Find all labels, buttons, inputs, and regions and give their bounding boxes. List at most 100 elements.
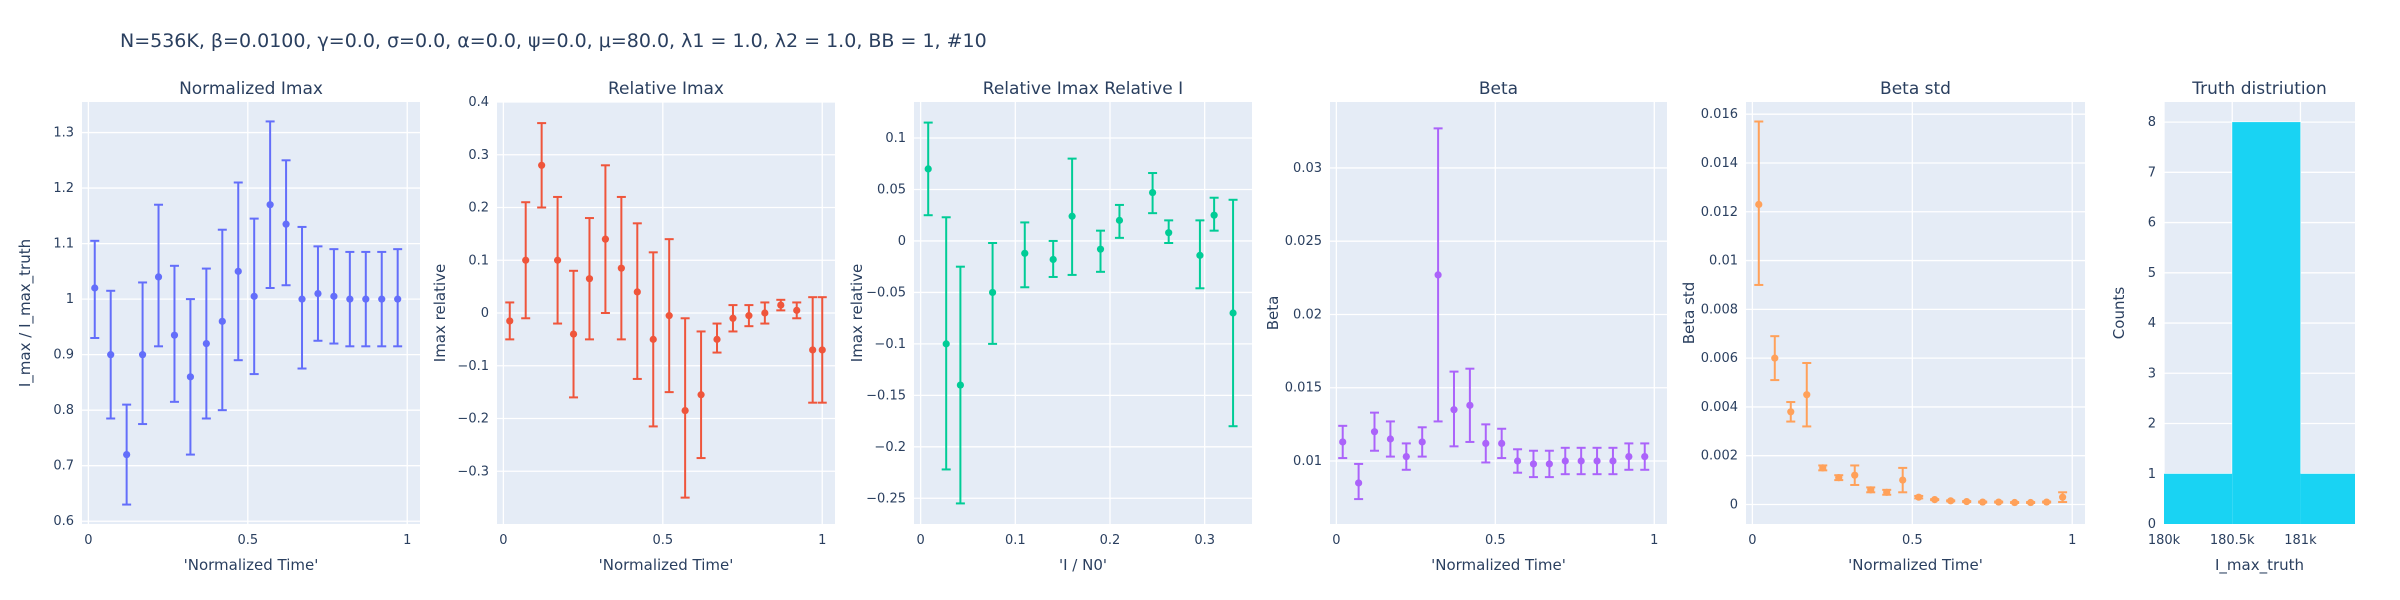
data-point [553, 256, 562, 264]
y-tick-label: −0.3 [457, 464, 489, 479]
subplot-3: −0.25 −0.2 −0.15 −0.1 −0.05 0 0.05 0.1 0 0.1 0.2 0.… [848, 79, 1252, 574]
y-axis-label: Counts [2110, 287, 2128, 340]
x-tick-label: 0 [916, 533, 924, 548]
y-tick-label: 0.014 [1701, 156, 1738, 171]
data-point [681, 406, 689, 415]
y-tick-label: 0.01 [1709, 254, 1738, 269]
y-tick-label: 0.9 [53, 348, 74, 363]
data-point [522, 256, 530, 264]
data-point [697, 391, 705, 399]
data-point [1148, 188, 1157, 197]
x-tick-label: 0 [499, 533, 507, 548]
y-tick-label: −0.25 [866, 491, 906, 506]
x-tick-label: 0.5 [652, 533, 673, 548]
subplot-title: Truth distriution [2191, 79, 2327, 99]
data-point [1210, 211, 1218, 219]
y-tick-label: 7 [2148, 165, 2156, 180]
y-tick-label: 3 [2148, 366, 2156, 381]
data-point [1787, 408, 1795, 416]
y-tick-label: 0.3 [468, 148, 489, 163]
data-point [362, 295, 370, 303]
y-tick-label: 0.006 [1701, 351, 1738, 366]
data-point [1609, 457, 1617, 465]
plot-area [914, 102, 1252, 524]
data-point [218, 317, 226, 325]
x-tick-label: 1 [2068, 533, 2076, 548]
data-point [713, 335, 721, 343]
data-point [1641, 452, 1649, 461]
data-point [818, 346, 826, 354]
x-tick-label: 1 [1650, 533, 1658, 548]
y-tick-label: 0.03 [1293, 161, 1322, 176]
subplot-1: 0.6 0.7 0.8 0.9 1 1.1 1.2 1.3 0 0.5 1 Normalized Im… [16, 79, 420, 574]
y-tick-label: 0.02 [1293, 307, 1322, 322]
x-tick-label: 0.1 [1005, 533, 1026, 548]
x-axis-label: I_max_truth [2215, 556, 2304, 575]
y-tick-label: 0.012 [1701, 205, 1738, 220]
data-point [761, 309, 769, 317]
data-point [1529, 460, 1538, 468]
y-tick-label: 1.2 [53, 181, 74, 196]
y-tick-label: 0.004 [1701, 400, 1738, 415]
data-point [1466, 401, 1474, 409]
data-point [394, 295, 402, 303]
data-point [1434, 271, 1442, 279]
y-tick-label: −0.1 [874, 337, 906, 352]
data-point [1755, 200, 1763, 209]
data-point [633, 288, 641, 296]
y-tick-label: −0.1 [457, 359, 489, 374]
y-tick-label: 0.4 [468, 95, 489, 110]
subplot-2: −0.3 −0.2 −0.1 0 0.1 0.2 0.3 0.4 0 0.5 1 Relative I… [431, 79, 835, 574]
x-tick-label: 0 [1748, 533, 1756, 548]
y-tick-label: −0.2 [874, 440, 906, 455]
y-tick-label: 1.1 [53, 237, 74, 252]
y-tick-label: 0.1 [885, 131, 906, 146]
subplot-title: Normalized Imax [179, 79, 323, 99]
data-point [1819, 464, 1827, 472]
x-tick-label: 0.5 [1485, 533, 1506, 548]
y-tick-label: 0 [898, 234, 906, 249]
y-tick-label: 0.016 [1701, 107, 1738, 122]
y-tick-label: 1 [2148, 467, 2156, 482]
y-tick-label: −0.2 [457, 412, 489, 427]
data-point [1593, 457, 1601, 465]
y-tick-label: 0.2 [468, 201, 489, 216]
x-axis-label: 'Normalized Time' [184, 556, 319, 574]
data-point [2059, 493, 2067, 501]
data-point [1370, 428, 1379, 436]
data-point [2011, 498, 2019, 507]
data-point [186, 373, 195, 381]
data-point [1402, 452, 1410, 461]
y-axis-label: Beta [1264, 296, 1282, 331]
x-tick-label: 0 [84, 533, 92, 548]
data-point [538, 161, 546, 169]
x-tick-label: 0.5 [1902, 533, 1923, 548]
data-point [346, 295, 354, 303]
histogram-bar [2300, 473, 2355, 524]
y-tick-label: 8 [2148, 115, 2156, 130]
data-point [1561, 457, 1569, 465]
data-point [154, 273, 163, 281]
data-point [988, 288, 997, 297]
y-tick-label: −0.15 [866, 388, 906, 403]
data-point [1115, 216, 1124, 224]
y-tick-label: 6 [2148, 216, 2156, 231]
data-point [506, 317, 514, 325]
data-point [1498, 439, 1506, 448]
y-tick-label: 0.025 [1285, 234, 1322, 249]
y-tick-label: 0 [2148, 517, 2156, 532]
data-point [298, 295, 306, 303]
figure-title: N=536K, β=0.0100, γ=0.0, σ=0.0, α=0.0, ψ… [120, 30, 987, 52]
histogram-bar [2232, 122, 2301, 524]
subplot-6: 0 1 2 3 4 5 6 7 8 180k 180.5k 181k Truth distriution… [2110, 79, 2355, 575]
data-point [1577, 457, 1585, 465]
y-axis-label: Beta std [1680, 282, 1698, 345]
data-point [1513, 457, 1522, 465]
data-point [378, 295, 386, 303]
data-point [1339, 438, 1347, 446]
data-point [585, 275, 594, 283]
data-point [1165, 229, 1173, 237]
y-axis-label: I_max / I_max_truth [16, 239, 35, 387]
x-axis-label: 'Normalized Time' [1431, 556, 1566, 574]
